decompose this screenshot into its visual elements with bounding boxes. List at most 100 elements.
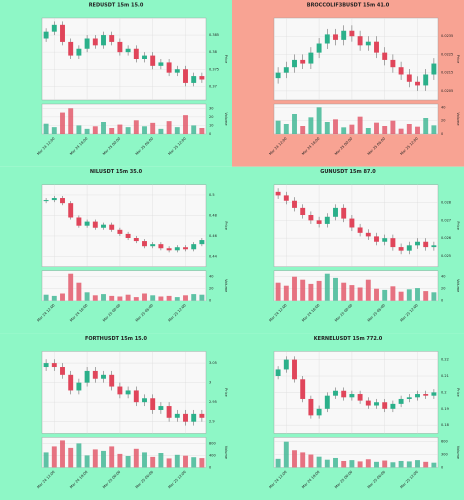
y-tick-label: 0.0235 [441, 34, 453, 38]
volume-axis-label: Volume [456, 279, 460, 292]
candle-body [60, 24, 65, 42]
volume-tick-label: 20 [209, 115, 213, 119]
candle-body [166, 406, 172, 418]
candle-body [324, 216, 330, 224]
candle-body [68, 41, 74, 56]
y-tick-label: 0.375 [209, 67, 219, 71]
candle-body [308, 52, 314, 64]
candle-body [324, 34, 330, 44]
candle-body [431, 245, 437, 248]
candle-body [324, 395, 330, 409]
chart-title: BROCCOLIF3BUSDT 15m 41.0 [307, 3, 390, 9]
volume-bar [308, 283, 314, 301]
candle-body [406, 74, 412, 82]
candle-body [382, 402, 388, 409]
candle-body [166, 248, 172, 251]
volume-area [41, 437, 207, 468]
y-tick-label: 0.0205 [441, 89, 453, 93]
candle-body [76, 217, 82, 226]
volume-tick-label: 600 [441, 440, 448, 444]
volume-bar [109, 295, 115, 301]
volume-bar [92, 126, 98, 134]
volume-axis-label: Volume [224, 446, 228, 459]
volume-bar [349, 460, 355, 468]
candle-body [191, 244, 197, 250]
volume-bar [117, 296, 123, 301]
volume-bar [60, 293, 65, 301]
volume-bar [333, 457, 338, 468]
candle-body [406, 245, 412, 251]
volume-bar [84, 455, 90, 468]
candle-body [60, 367, 65, 375]
volume-bar [374, 122, 379, 134]
volume-bar [423, 291, 429, 301]
plot-area [41, 351, 207, 434]
y-tick-label: 0.027 [441, 218, 451, 222]
volume-bar [324, 122, 330, 134]
volume-bar [423, 118, 429, 134]
candle-body [415, 241, 420, 246]
volume-tick-label: 0 [209, 132, 211, 136]
volume-bar [431, 125, 437, 134]
volume-bar [357, 461, 363, 468]
volume-tick-label: 40 [209, 275, 213, 279]
volume-bar [125, 456, 131, 468]
candle-body [357, 36, 363, 46]
y-tick-label: 2.9 [209, 420, 215, 424]
volume-bar [300, 126, 306, 134]
candle-body [117, 386, 123, 395]
volume-bar [117, 124, 123, 134]
y-tick-label: 2.95 [209, 400, 217, 404]
candle-body [117, 41, 123, 53]
volume-bar [51, 446, 57, 468]
volume-bar [390, 462, 396, 468]
candle-body [292, 359, 297, 380]
volume-bar [324, 459, 330, 468]
volume-bar [150, 456, 156, 468]
volume-bar [84, 128, 90, 134]
candle-body [283, 359, 289, 370]
volume-bar [275, 282, 281, 301]
candle-body [365, 232, 371, 237]
candle-body [174, 69, 180, 73]
volume-area [273, 270, 439, 301]
candle-body [349, 218, 355, 228]
volume-bar [415, 288, 420, 301]
candle-body [423, 74, 429, 86]
volume-bar [43, 294, 49, 301]
volume-bar [365, 459, 371, 468]
volume-bar [133, 120, 139, 134]
volume-tick-label: 20 [209, 287, 213, 291]
y-tick-label: 0.38 [209, 50, 217, 54]
volume-bar [68, 108, 74, 134]
y-tick-label: 0.22 [441, 358, 449, 362]
candle-body [158, 406, 164, 410]
candle-body [150, 55, 156, 66]
candle-body [292, 200, 297, 208]
volume-bar [431, 462, 437, 468]
volume-bar [283, 441, 289, 468]
candle-body [398, 67, 404, 75]
chart-title: REDUSDT 15m 15.0 [89, 3, 144, 9]
volume-bar [92, 449, 98, 468]
y-tick-label: 0.48 [209, 213, 217, 217]
volume-bar [109, 128, 115, 134]
volume-bar [101, 294, 106, 301]
candle-body [431, 392, 437, 396]
volume-bar [101, 122, 106, 134]
candle-body [92, 38, 98, 46]
candle-body [349, 30, 355, 37]
volume-tick-label: 400 [209, 453, 216, 457]
volume-bar [374, 288, 379, 301]
y-tick-label: 3 [209, 381, 211, 385]
candle-body [365, 41, 371, 46]
candle-body [333, 34, 338, 40]
volume-bar [316, 107, 322, 134]
plot-area [273, 17, 439, 101]
candle-body [43, 200, 49, 202]
y-axis-label: Price [224, 55, 228, 64]
volume-bar [349, 124, 355, 134]
candle-body [333, 207, 338, 217]
candle-body [109, 224, 115, 230]
candle-body [341, 207, 347, 219]
